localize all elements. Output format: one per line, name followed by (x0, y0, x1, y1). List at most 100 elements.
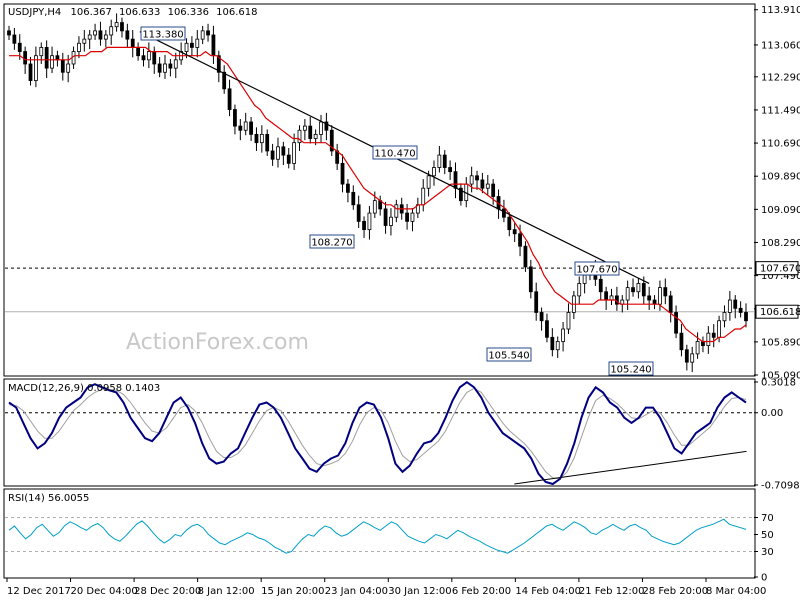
price-axis-label: 111.490 (761, 105, 800, 116)
candle-body (276, 146, 280, 160)
macd-main-line (8, 380, 747, 486)
candle-body (184, 42, 189, 52)
candle-body (34, 55, 38, 81)
candle-body (727, 299, 732, 313)
candle (389, 208, 393, 236)
rsi-axis-label: 50 (761, 530, 774, 541)
candle (329, 125, 334, 156)
candle-body (93, 30, 97, 36)
time-axis-label: 21 Feb 12:00 (579, 586, 645, 597)
price-axis-label: 113.910 (761, 5, 800, 16)
macd-axis-label: 0.00 (761, 408, 783, 419)
candle-body (706, 332, 711, 346)
current-price-badge-box (755, 304, 799, 319)
candle (405, 203, 409, 230)
candle (238, 119, 243, 141)
candle (200, 25, 205, 45)
annotation-label: 105.240 (610, 365, 651, 376)
level-axis-badge-label: 107.670 (760, 264, 800, 275)
candle-body (324, 121, 329, 131)
candle (356, 195, 361, 228)
candle-body (458, 187, 463, 202)
header-open: 106.367 (70, 7, 111, 18)
candle-body (77, 42, 81, 52)
candle-body (254, 133, 259, 144)
price-annotation: 105.540 (486, 347, 532, 362)
candle (523, 241, 528, 272)
candle (410, 208, 415, 232)
price-pane-frame (3, 3, 756, 377)
candle (28, 56, 33, 86)
rsi-title: RSI(14) 56.0055 (8, 493, 89, 504)
candle-body (308, 125, 313, 139)
candle (663, 278, 668, 305)
candle-body (7, 30, 11, 36)
candle (528, 259, 533, 299)
candle (351, 185, 356, 210)
candle (636, 278, 641, 299)
macd-title: MACD(12,26,9) 0.0958 0.1403 (8, 383, 160, 394)
candle-body (44, 47, 49, 69)
candle (141, 48, 146, 67)
candle (324, 112, 329, 141)
candle-body (394, 204, 399, 218)
candle-body (469, 175, 474, 185)
header-low: 106.336 (168, 7, 209, 18)
candle (695, 332, 700, 359)
candle-body (292, 142, 297, 164)
candle-body (738, 307, 743, 313)
candle (195, 30, 200, 58)
annotation-box (608, 361, 654, 376)
rsi-axis-label: 0 (761, 573, 767, 584)
candle-body (625, 287, 630, 301)
candle-body (539, 312, 544, 322)
time-axis-label: 23 Jan 04:00 (325, 586, 388, 597)
candle-body (190, 42, 194, 48)
candle (442, 150, 447, 175)
candle-body (668, 295, 673, 313)
candle-body (512, 229, 517, 235)
candle-body (319, 121, 323, 135)
candle-body (141, 55, 146, 61)
candle-body (60, 59, 65, 73)
time-axis-label: 30 Jan 12:00 (388, 586, 451, 597)
candle (233, 104, 237, 135)
candle-body (410, 212, 415, 222)
candle-body (367, 212, 372, 231)
candle-body (502, 208, 506, 218)
candle-body (491, 183, 496, 197)
candle-body (485, 183, 490, 189)
candle (550, 328, 555, 357)
candle (254, 127, 259, 151)
candle (259, 125, 264, 153)
candle (276, 137, 280, 168)
time-axis-label: 20 Dec 04:00 (71, 586, 138, 597)
time-axis-label: 12 Dec 2017 (7, 586, 71, 597)
candle (367, 206, 372, 240)
candle (394, 199, 399, 223)
candle-body (87, 34, 92, 40)
price-annotation: 107.670 (574, 261, 620, 276)
candle-body (173, 59, 178, 69)
candle-body (356, 204, 361, 222)
annotation-box (574, 261, 620, 276)
candle-body (329, 129, 334, 152)
candle-body (604, 291, 609, 301)
candle (103, 30, 108, 48)
candle (555, 336, 560, 359)
candle-body (620, 299, 625, 305)
macd-pane-frame (3, 378, 756, 487)
macd-trendline (514, 450, 747, 485)
candle-body (195, 38, 200, 48)
candle-body (679, 332, 684, 351)
candle-body (265, 133, 270, 152)
candle (383, 201, 388, 234)
candle-body (582, 274, 587, 284)
macd-axis-label: -0.7098 (761, 481, 800, 492)
candle-body (12, 34, 17, 44)
price-axis-label: 105.090 (761, 371, 800, 382)
candle-body (200, 30, 205, 40)
candle (286, 148, 291, 169)
candle-body (566, 312, 571, 330)
candle (561, 321, 565, 352)
